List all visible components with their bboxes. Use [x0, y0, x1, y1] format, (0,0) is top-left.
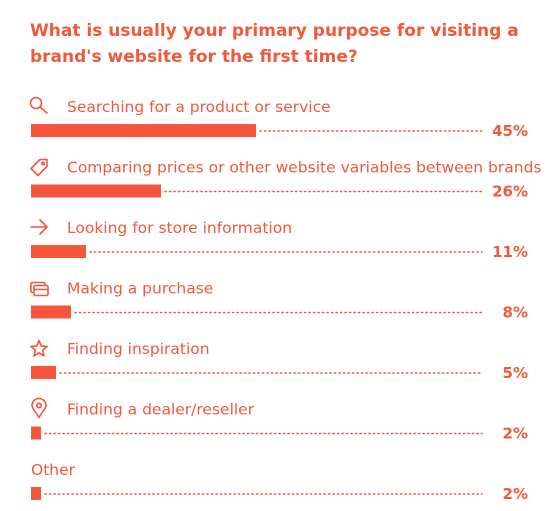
- value-label: 2%: [503, 425, 528, 443]
- arrow-right-icon: [30, 219, 48, 235]
- value-label: 5%: [503, 364, 528, 382]
- value-label: 11%: [492, 243, 528, 261]
- category-label: Looking for store information: [67, 219, 292, 237]
- value-label: 45%: [492, 122, 528, 140]
- bar: [31, 487, 41, 500]
- value-label: 2%: [503, 485, 528, 503]
- chart-title: What is usually your primary purpose for…: [30, 21, 519, 67]
- value-label: 26%: [492, 183, 528, 201]
- star-icon: [30, 339, 48, 357]
- card-icon: [30, 281, 49, 297]
- category-label: Searching for a product or service: [67, 98, 331, 116]
- bar: [31, 305, 71, 319]
- bar: [31, 245, 86, 258]
- category-label: Comparing prices or other website variab…: [67, 159, 542, 177]
- category-label: Finding a dealer/reseller: [67, 401, 255, 419]
- category-label: Other: [31, 461, 76, 479]
- bar: [31, 184, 161, 198]
- bar: [31, 426, 41, 440]
- category-label: Finding inspiration: [67, 340, 210, 358]
- search-icon: [29, 96, 48, 114]
- tag-icon: [30, 158, 48, 177]
- bar: [31, 366, 56, 379]
- bar: [31, 124, 256, 137]
- map-pin-icon: [31, 397, 47, 419]
- category-label: Making a purchase: [67, 280, 213, 298]
- value-label: 8%: [503, 304, 528, 322]
